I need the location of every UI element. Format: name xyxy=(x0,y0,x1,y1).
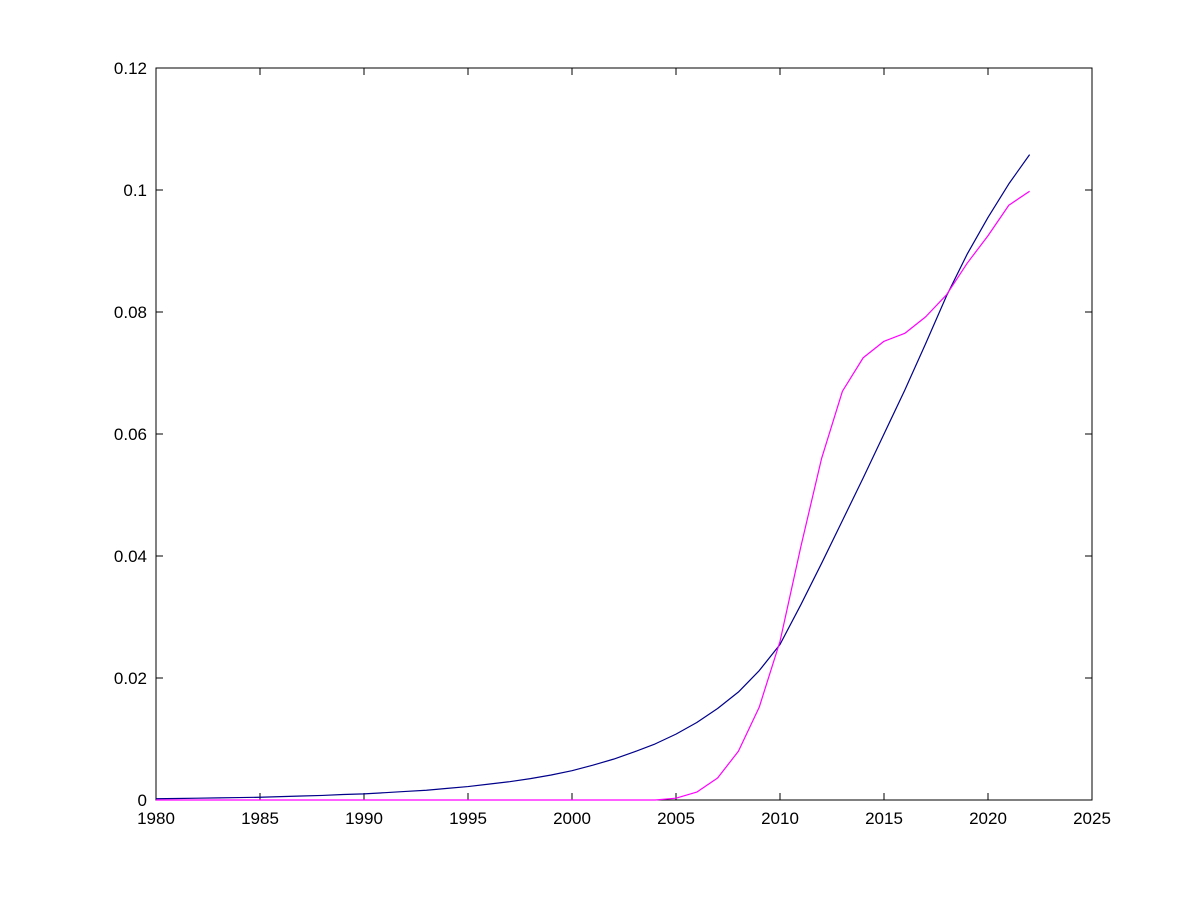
x-tick-label: 1990 xyxy=(345,809,383,828)
x-tick-label: 2005 xyxy=(657,809,695,828)
y-tick-label: 0.08 xyxy=(114,303,147,322)
x-tick-label: 2015 xyxy=(865,809,903,828)
plot-box xyxy=(155,67,1093,801)
x-tick-label: 2025 xyxy=(1073,809,1111,828)
x-tick-label: 1985 xyxy=(241,809,279,828)
x-axis: 1980 1985 1990 1995 2000 2005 2010 2015 2020 2025 xyxy=(137,68,1111,828)
y-tick-label: 0.06 xyxy=(114,425,147,444)
x-tick-label: 2010 xyxy=(761,809,799,828)
y-tick-label: 0.1 xyxy=(123,181,147,200)
x-tick-label: 2020 xyxy=(969,809,1007,828)
dark-blue-smooth-curve-line xyxy=(155,154,1031,800)
y-tick-label: 0 xyxy=(138,791,147,810)
x-tick-label: 1995 xyxy=(449,809,487,828)
y-tick-label: 0.12 xyxy=(114,59,147,78)
y-axis: 0 0.02 0.04 0.06 0.08 0.1 0.12 xyxy=(114,59,1092,810)
magenta-curve-line xyxy=(156,190,1030,801)
y-tick-label: 0.04 xyxy=(114,547,147,566)
x-tick-label: 2000 xyxy=(553,809,591,828)
x-tick-label: 1980 xyxy=(137,809,175,828)
y-tick-label: 0.02 xyxy=(114,669,147,688)
